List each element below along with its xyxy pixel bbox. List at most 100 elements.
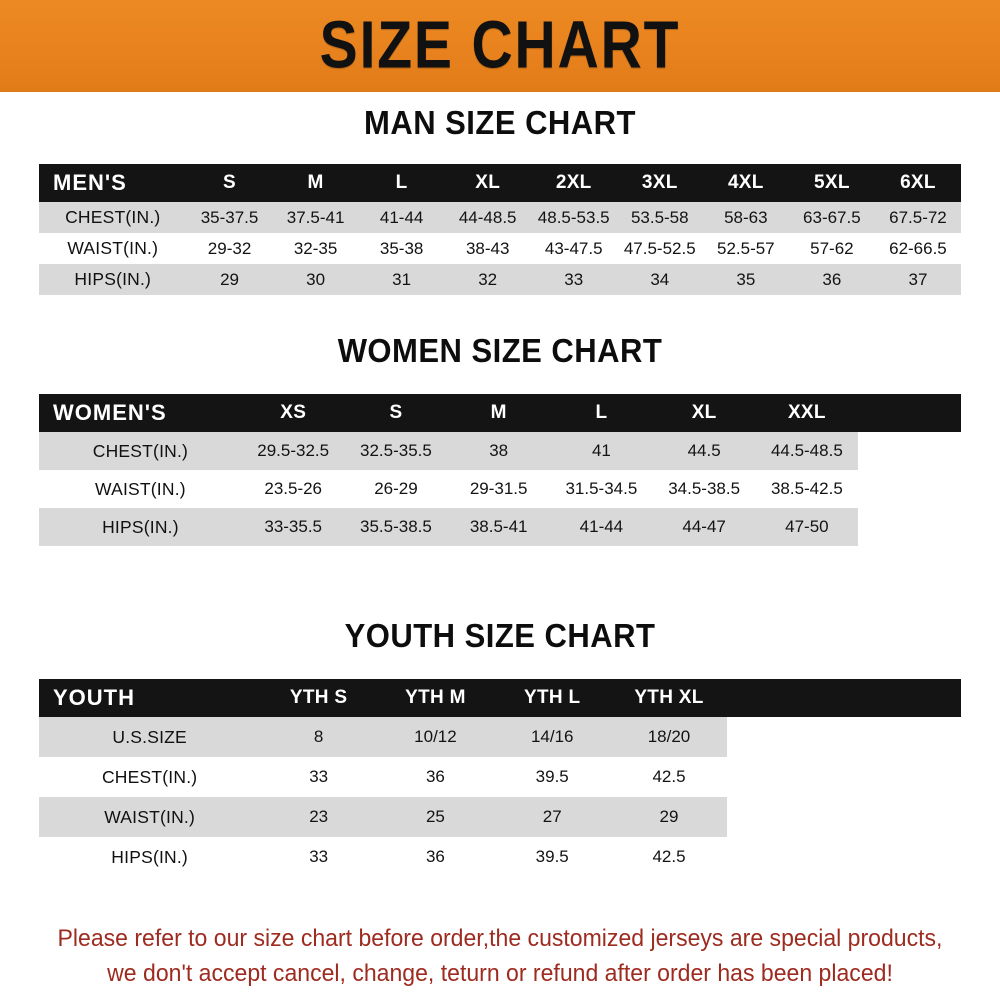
men-section-title: MAN SIZE CHART — [364, 104, 636, 141]
measurement-cell: 38-43 — [444, 233, 531, 264]
measurement-cell: 44-48.5 — [444, 202, 531, 233]
measurement-cell: 47.5-52.5 — [616, 233, 703, 264]
youth-section: YOUTH SIZE CHART YOUTH YTH S YTH M YTH L YTH… — [0, 617, 1000, 877]
page-title: SIZE CHART — [319, 8, 681, 83]
youth-size-header-yth-s: YTH S — [289, 687, 348, 708]
table-row: CHEST(IN.) 29.5-32.5 32.5-35.5 38 41 44.5 44.5… — [39, 432, 961, 470]
measurement-cell: 32.5-35.5 — [344, 432, 448, 470]
measurement-cell: 36 — [377, 837, 494, 877]
measurement-cell: 38.5-41 — [447, 508, 551, 546]
women-size-header-m: M — [490, 402, 507, 423]
youth-size-table: YOUTH YTH S YTH M YTH L YTH XL U.S.SIZE 8 10/1… — [39, 679, 961, 877]
measurement-cell: 29.5-32.5 — [241, 432, 345, 470]
men-table-header: MEN'S S M L XL 2XL 3XL 4XL 5XL 6XL — [39, 164, 961, 202]
women-section-title: WOMEN SIZE CHART — [337, 332, 663, 369]
youth-row-label: CHEST(IN.) — [39, 757, 261, 797]
measurement-cell: 8 — [260, 717, 378, 757]
table-row: HIPS(IN.) 33-35.5 35.5-38.5 38.5-41 41-44 44-… — [39, 508, 961, 546]
measurement-cell: 33 — [530, 264, 617, 295]
measurement-cell: 34.5-38.5 — [652, 470, 756, 508]
measurement-cell: 42.5 — [610, 837, 728, 877]
footer-line-2: we don't accept cancel, change, teturn o… — [107, 959, 893, 987]
row-spacer-cell — [858, 432, 961, 470]
youth-header-row: YOUTH YTH S YTH M YTH L YTH XL — [39, 679, 961, 717]
men-size-header-6xl: 6XL — [900, 172, 936, 193]
measurement-cell: 29-31.5 — [447, 470, 551, 508]
measurement-cell: 38.5-42.5 — [755, 470, 859, 508]
men-row-label: WAIST(IN.) — [39, 233, 187, 264]
men-size-header-l: L — [395, 172, 408, 193]
women-size-header-xs: XS — [280, 402, 307, 423]
women-size-table: WOMEN'S XS S M L XL XXL CHEST(IN.) 29.5-32.5 32.… — [39, 394, 961, 546]
women-table-body: CHEST(IN.) 29.5-32.5 32.5-35.5 38 41 44.5 44.5… — [39, 432, 961, 546]
table-row: U.S.SIZE 8 10/12 14/16 18/20 — [39, 717, 961, 757]
men-size-header-4xl: 4XL — [727, 172, 764, 193]
table-row: CHEST(IN.) 33 36 39.5 42.5 — [39, 757, 961, 797]
measurement-cell: 33-35.5 — [241, 508, 345, 546]
row-spacer-cell — [727, 797, 844, 837]
measurement-cell: 41-44 — [358, 202, 445, 233]
women-size-header-l: L — [595, 402, 608, 423]
youth-header-spacer — [844, 679, 961, 717]
measurement-cell: 48.5-53.5 — [530, 202, 617, 233]
row-spacer-cell — [727, 757, 844, 797]
footer-line-1: Please refer to our size chart before or… — [57, 925, 943, 952]
table-row: CHEST(IN.) 35-37.5 37.5-41 41-44 44-48.5 48.5… — [39, 202, 961, 233]
measurement-cell: 33 — [260, 757, 378, 797]
measurement-cell: 58-63 — [702, 202, 789, 233]
measurement-cell: 53.5-58 — [616, 202, 703, 233]
measurement-cell: 25 — [377, 797, 494, 837]
women-size-header-xl: XL — [691, 402, 717, 423]
table-row: WAIST(IN.) 23 25 27 29 — [39, 797, 961, 837]
row-spacer-cell — [844, 797, 961, 837]
men-size-table: MEN'S S M L XL 2XL 3XL 4XL 5XL 6XL CHEST(IN.) 35-3… — [39, 164, 961, 295]
youth-header-spacer — [727, 679, 844, 717]
measurement-cell: 37 — [874, 264, 961, 295]
men-size-header-xl: XL — [475, 172, 501, 193]
row-spacer-cell — [727, 837, 844, 877]
youth-row-label: U.S.SIZE — [39, 717, 261, 757]
measurement-cell: 35-37.5 — [186, 202, 273, 233]
men-size-header-2xl: 2XL — [555, 172, 592, 193]
measurement-cell: 26-29 — [344, 470, 448, 508]
youth-row-label: HIPS(IN.) — [39, 837, 261, 877]
header-banner: SIZE CHART — [0, 0, 1000, 92]
measurement-cell: 37.5-41 — [272, 202, 359, 233]
measurement-cell: 62-66.5 — [874, 233, 961, 264]
women-corner-label: WOMEN'S — [53, 400, 167, 425]
youth-size-header-yth-xl: YTH XL — [634, 687, 704, 708]
measurement-cell: 29 — [610, 797, 728, 837]
measurement-cell: 27 — [493, 797, 611, 837]
measurement-cell: 14/16 — [493, 717, 611, 757]
row-spacer-cell — [844, 837, 961, 877]
men-row-label: CHEST(IN.) — [39, 202, 187, 233]
row-spacer-cell — [858, 470, 961, 508]
measurement-cell: 35-38 — [358, 233, 445, 264]
table-row: WAIST(IN.) 23.5-26 26-29 29-31.5 31.5-34.5 34… — [39, 470, 961, 508]
women-row-label: HIPS(IN.) — [39, 508, 242, 546]
measurement-cell: 31 — [358, 264, 445, 295]
row-spacer-cell — [844, 757, 961, 797]
measurement-cell: 18/20 — [610, 717, 728, 757]
measurement-cell: 57-62 — [788, 233, 875, 264]
measurement-cell: 31.5-34.5 — [550, 470, 653, 508]
youth-size-header-yth-m: YTH M — [405, 687, 466, 708]
measurement-cell: 29 — [186, 264, 273, 295]
women-section: WOMEN SIZE CHART WOMEN'S XS S M L XL XXL CHEST… — [0, 332, 1000, 546]
table-row: WAIST(IN.) 29-32 32-35 35-38 38-43 43-47.5 47.… — [39, 233, 961, 264]
measurement-cell: 36 — [788, 264, 875, 295]
youth-section-title: YOUTH SIZE CHART — [344, 617, 656, 654]
measurement-cell: 23 — [260, 797, 378, 837]
measurement-cell: 34 — [616, 264, 703, 295]
measurement-cell: 39.5 — [493, 837, 611, 877]
youth-row-label: WAIST(IN.) — [39, 797, 261, 837]
row-spacer-cell — [844, 717, 961, 757]
measurement-cell: 38 — [447, 432, 551, 470]
measurement-cell: 35.5-38.5 — [344, 508, 448, 546]
measurement-cell: 44.5-48.5 — [755, 432, 859, 470]
measurement-cell: 42.5 — [610, 757, 728, 797]
men-row-label: HIPS(IN.) — [39, 264, 187, 295]
row-spacer-cell — [858, 508, 961, 546]
measurement-cell: 41-44 — [550, 508, 653, 546]
